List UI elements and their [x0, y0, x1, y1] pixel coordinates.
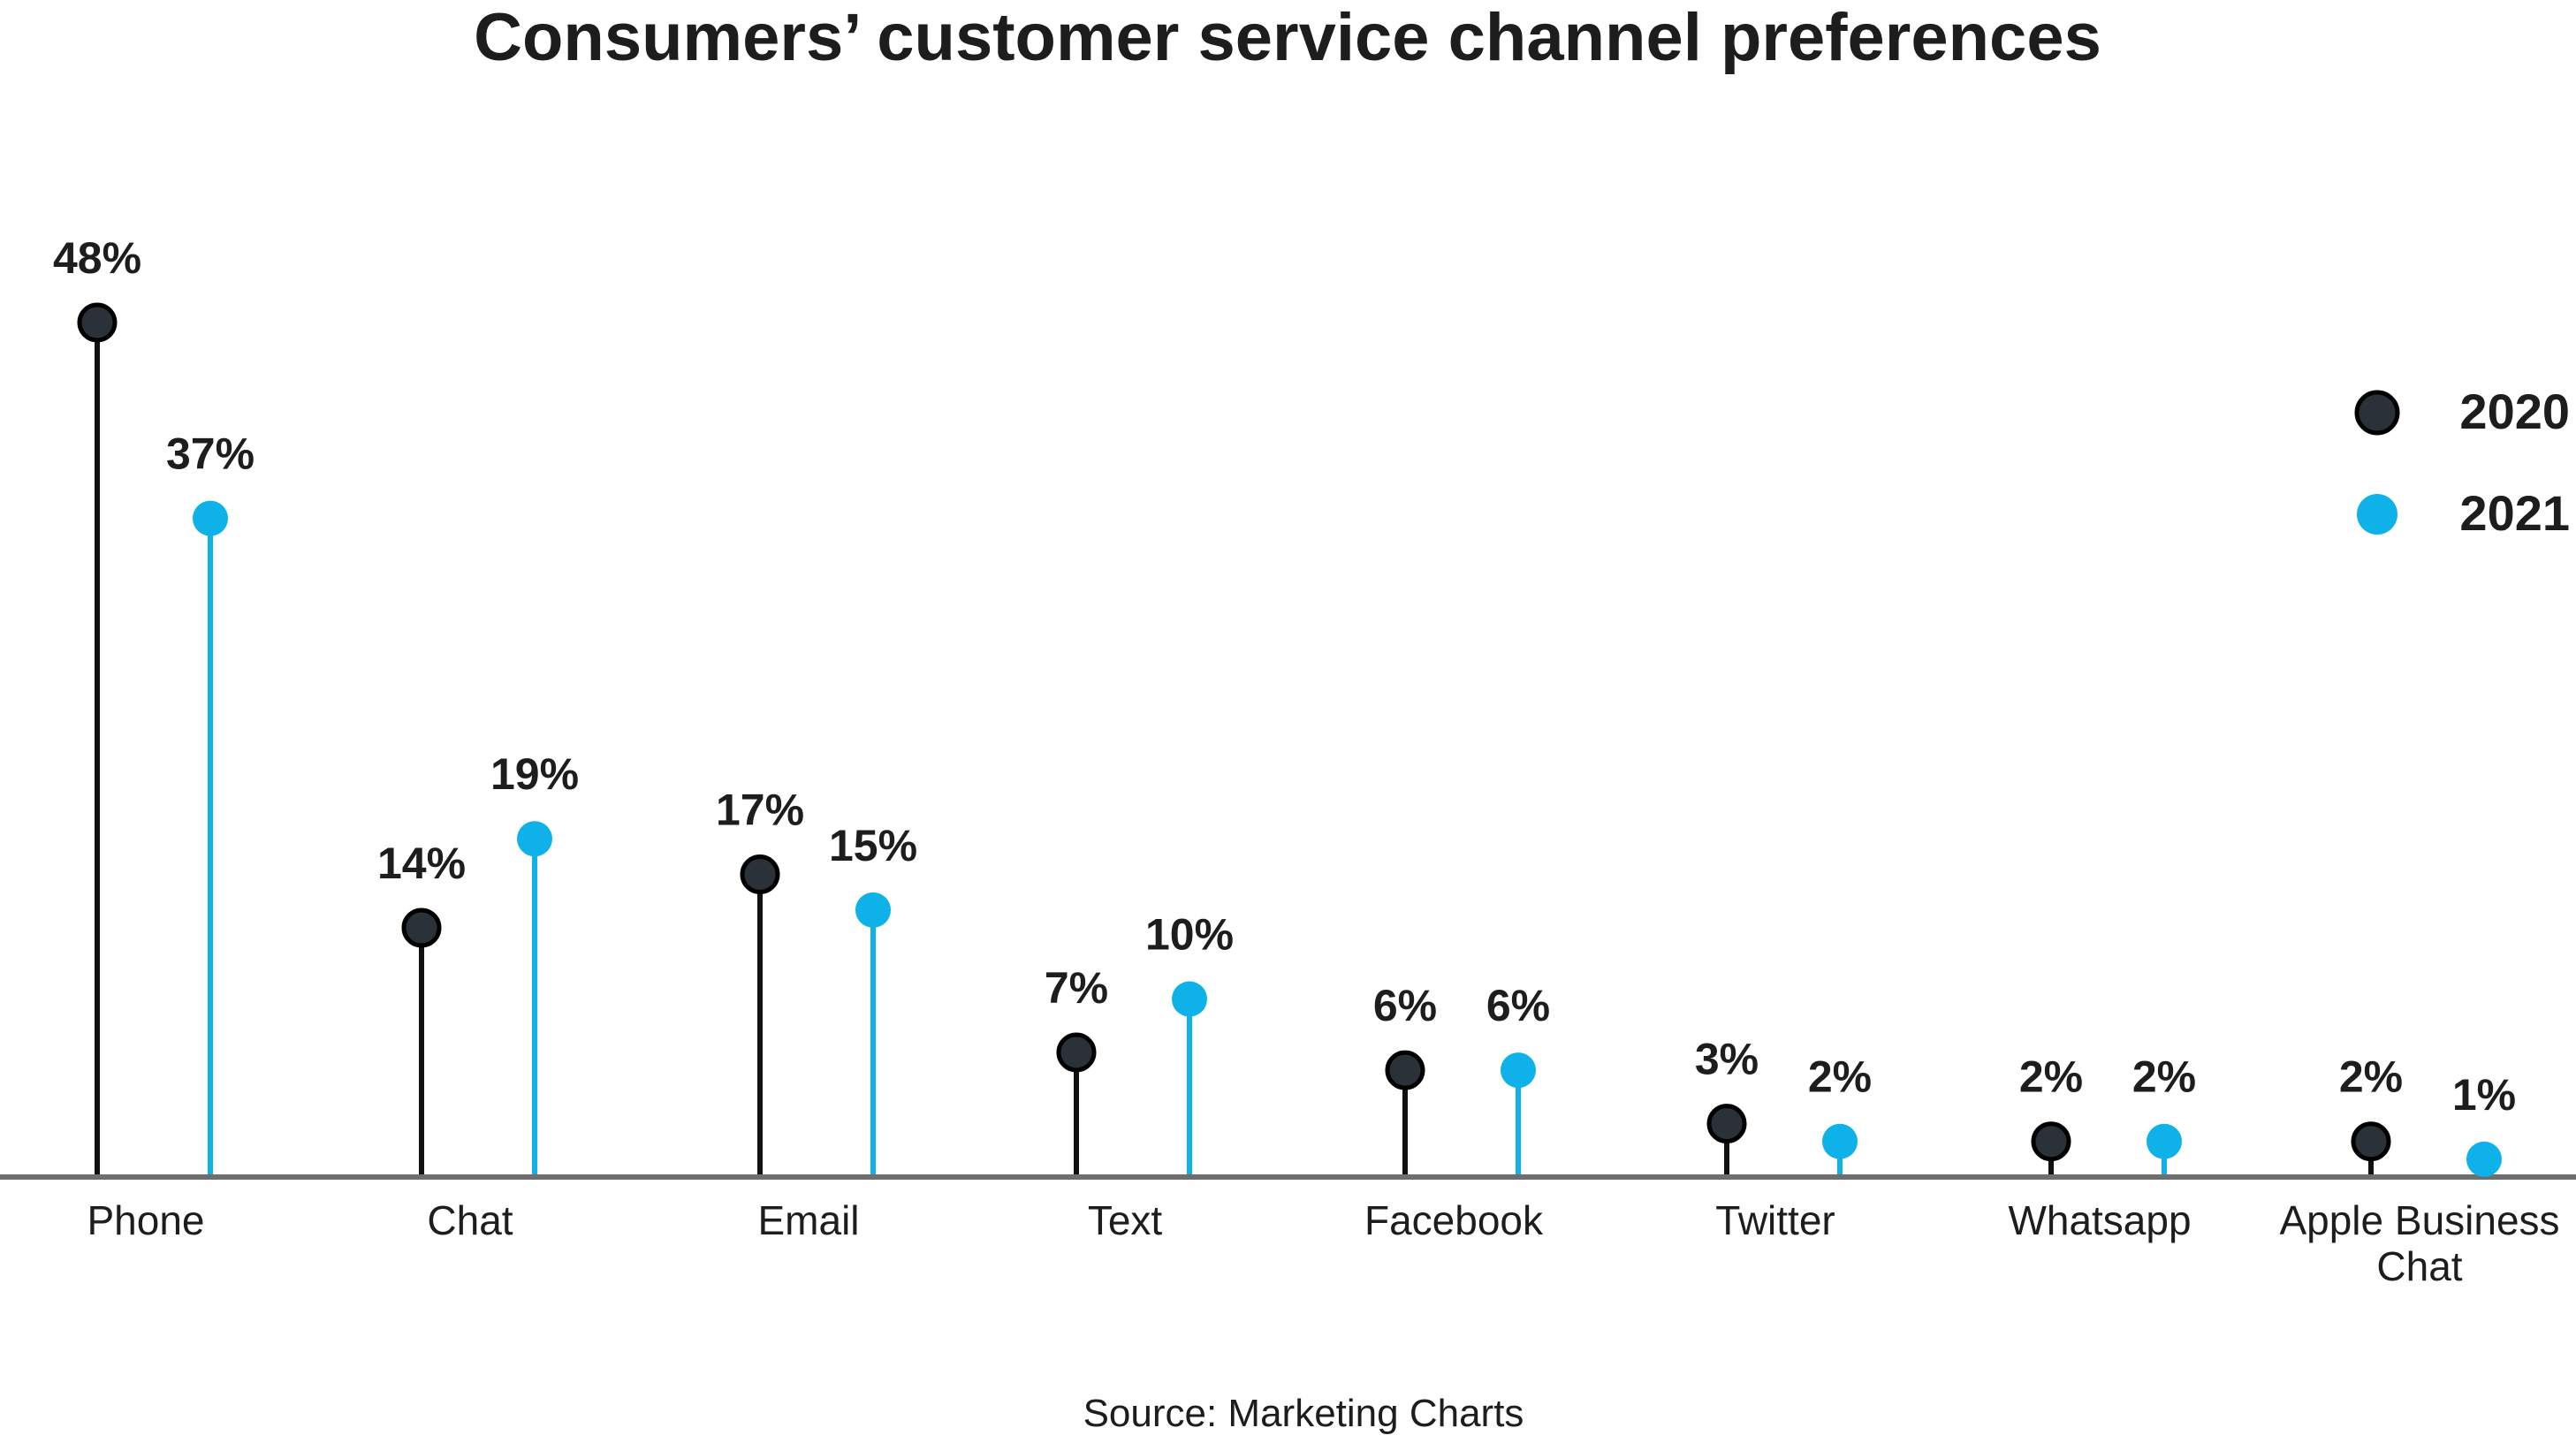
legend-marker-2021: [2357, 494, 2397, 535]
value-labels-layer: 48% 14% 17% 7% 6% 3% 2% 2% 37% 19% 15% 10% 6% 2% 2% 1%: [53, 233, 2516, 1120]
marker-2021-7: [2466, 1141, 2502, 1177]
value-label-2020-3: 7%: [1045, 963, 1108, 1013]
value-label-2020-6: 2%: [2019, 1052, 2083, 1102]
marker-2020-4: [1385, 1050, 1425, 1090]
category-label-6: Whatsapp: [2008, 1197, 2191, 1243]
category-labels-layer: Phone Chat Email Text Facebook Twitter Whatsap…: [87, 1197, 2559, 1289]
value-label-2021-4: 6%: [1486, 981, 1550, 1030]
marker-2021-1: [517, 821, 552, 857]
value-label-2021-7: 1%: [2452, 1070, 2516, 1120]
marker-2021-2: [855, 892, 891, 928]
legend: 2020 2021: [2354, 384, 2570, 541]
value-label-2020-5: 3%: [1695, 1035, 1759, 1084]
marker-2021-5: [1822, 1123, 1858, 1159]
value-label-2020-4: 6%: [1373, 981, 1437, 1030]
stems-layer: [95, 323, 2487, 1177]
marker-2021-0: [193, 500, 228, 536]
marker-2020-6: [2031, 1121, 2071, 1162]
marker-2020-0: [77, 302, 118, 343]
category-label-0: Phone: [87, 1197, 204, 1243]
marker-2020-5: [1706, 1104, 1747, 1144]
value-label-2020-0: 48%: [53, 233, 141, 283]
category-label-1: Chat: [427, 1197, 513, 1243]
legend-marker-2020: [2354, 390, 2400, 436]
value-label-2021-3: 10%: [1145, 910, 1234, 960]
marker-2021-6: [2147, 1123, 2182, 1159]
marker-2020-2: [740, 854, 780, 895]
value-label-2021-0: 37%: [166, 429, 255, 479]
category-label-2: Email: [757, 1197, 859, 1243]
value-label-2021-2: 15%: [829, 821, 917, 870]
marker-2020-3: [1056, 1032, 1097, 1073]
category-label-7: Apple Business Chat: [2279, 1197, 2559, 1289]
category-label-3: Text: [1088, 1197, 1163, 1243]
legend-label-2020: 2020: [2459, 384, 2570, 439]
markers-layer: [77, 302, 2502, 1177]
source-note: Source: Marketing Charts: [1083, 1392, 1524, 1435]
marker-2021-4: [1501, 1052, 1536, 1089]
value-label-2021-6: 2%: [2132, 1052, 2196, 1102]
marker-2021-3: [1172, 981, 1207, 1017]
category-label-4: Facebook: [1364, 1197, 1544, 1243]
marker-2020-7: [2351, 1121, 2391, 1162]
value-label-2021-5: 2%: [1808, 1052, 1872, 1102]
value-label-2020-1: 14%: [377, 839, 466, 888]
chart-title: Consumers’ customer service channel pref…: [474, 0, 2101, 75]
category-label-5: Twitter: [1715, 1197, 1835, 1243]
value-label-2021-1: 19%: [490, 749, 579, 799]
marker-2020-1: [401, 908, 442, 948]
legend-label-2021: 2021: [2459, 485, 2570, 541]
value-label-2020-2: 17%: [716, 786, 804, 835]
value-label-2020-7: 2%: [2339, 1052, 2403, 1102]
